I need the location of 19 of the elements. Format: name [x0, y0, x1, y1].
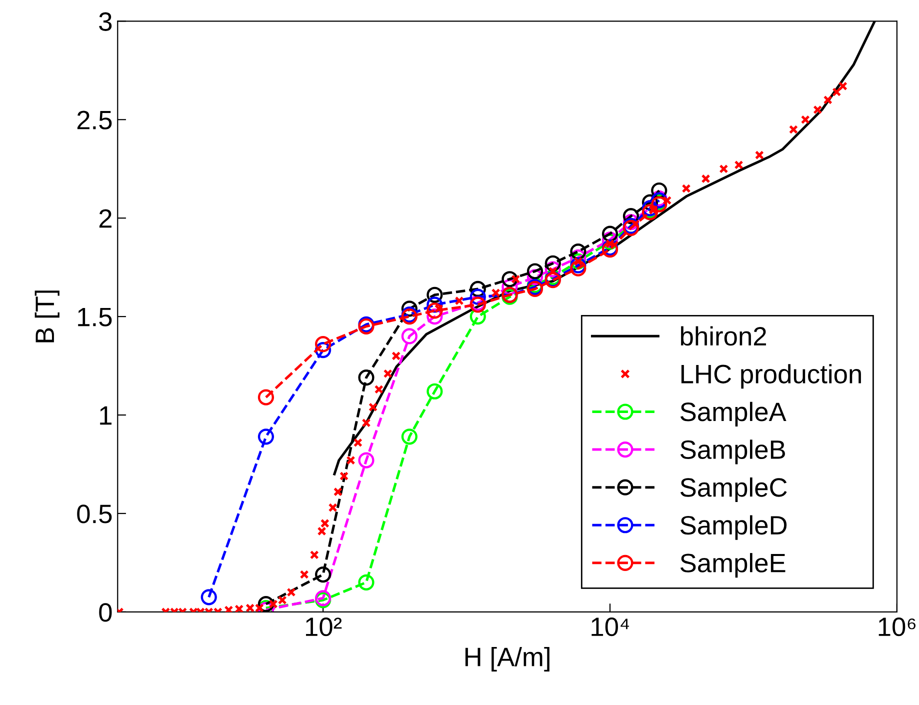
legend-label: SampleD: [680, 515, 787, 540]
legend-label: SampleC: [680, 477, 787, 502]
y-tick-label: 2: [99, 209, 112, 228]
legend-label: SampleE: [680, 553, 786, 578]
y-axis-title: B [T]: [34, 290, 60, 342]
legend-label: bhiron2: [680, 326, 766, 346]
legend-label: SampleA: [680, 402, 786, 426]
y-tick-label: 0.5: [77, 504, 112, 524]
x-tick-label: 10⁶: [878, 618, 916, 636]
y-tick-label: 3: [99, 12, 112, 31]
y-tick-label: 1.5: [78, 308, 112, 326]
y-tick-label: 1: [100, 406, 112, 425]
legend-label: LHC production: [681, 364, 861, 389]
y-tick-label: 0: [99, 603, 112, 622]
legend-label: SampleB: [680, 440, 785, 464]
x-tick-label: 10²: [306, 618, 342, 636]
y-tick-label: 2.5: [77, 110, 112, 130]
x-tick-label: 10⁴: [592, 618, 630, 636]
x-axis-title: H [A/m]: [465, 646, 550, 672]
